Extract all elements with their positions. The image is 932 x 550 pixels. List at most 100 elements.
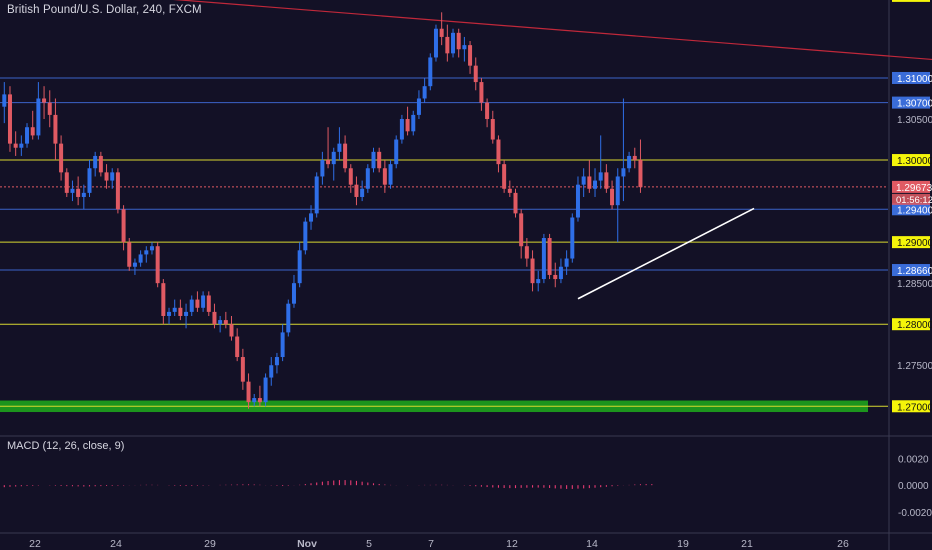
level-badge-label: 1.28000: [897, 320, 932, 331]
candle-body: [530, 258, 535, 284]
candle-body: [98, 155, 103, 173]
level-badge: [892, 318, 930, 331]
candle-body: [320, 160, 325, 177]
candle-body: [2, 94, 7, 107]
level-badge: [892, 400, 930, 413]
level-badge-label: 1.29400: [897, 205, 932, 216]
time-tick-label: 26: [837, 538, 849, 550]
candle-body: [354, 184, 359, 197]
candle-body: [263, 377, 268, 403]
price-tick-label: 1.27500: [897, 361, 932, 372]
time-tick-label: 14: [586, 538, 598, 550]
macd-tick-label: -0.0020: [898, 508, 932, 519]
candle-body: [303, 221, 308, 251]
uptrend-trendline: [577, 207, 755, 300]
level-badge-label: 1.27000: [897, 402, 932, 413]
candle-body: [439, 28, 444, 37]
level-badge: [892, 0, 930, 2]
candle-body: [25, 127, 30, 144]
candle-body: [485, 102, 490, 120]
candle-body: [502, 164, 507, 189]
time-tick-label: 29: [204, 538, 216, 550]
candle-body: [377, 151, 382, 169]
candle-body: [371, 151, 376, 169]
current-price-label: 1.29673: [896, 183, 932, 194]
candle-body: [70, 188, 75, 193]
candle-body: [496, 139, 501, 165]
candle-body: [138, 254, 143, 263]
candle-body: [343, 143, 348, 169]
candle-body: [445, 36, 450, 54]
candle-body: [365, 168, 370, 189]
candle-body: [394, 139, 399, 165]
candle-body: [564, 258, 569, 267]
candle-body: [104, 172, 109, 181]
candle-body: [507, 188, 512, 193]
time-tick-label: Nov: [297, 538, 317, 550]
candle-body: [47, 102, 52, 115]
candle-body: [519, 213, 524, 247]
candle-body: [610, 188, 615, 206]
candle-body: [81, 192, 86, 197]
candle-body: [178, 307, 183, 316]
candle-body: [172, 307, 177, 312]
level-badge-label: 1.28660: [897, 266, 932, 277]
level-badge: [892, 154, 930, 167]
level-badge: [892, 96, 930, 109]
candle-body: [615, 176, 620, 206]
candle-body: [411, 114, 416, 132]
candle-body: [19, 143, 24, 148]
price-tick-label: 1.28500: [897, 279, 932, 290]
candle-body: [490, 119, 495, 140]
candle-body: [110, 172, 115, 181]
candle-body: [627, 155, 632, 169]
level-badge: [892, 71, 930, 84]
candle-body: [388, 164, 393, 185]
candle-body: [155, 246, 160, 284]
candle-body: [189, 299, 194, 312]
candle-body: [76, 188, 81, 197]
time-tick-label: 22: [29, 538, 41, 550]
level-badge-label: 1.29000: [897, 238, 932, 249]
candle-body: [64, 172, 69, 193]
candle-body: [201, 295, 206, 308]
candle-body: [314, 176, 319, 214]
candle-body: [598, 172, 603, 181]
candle-body: [229, 324, 234, 337]
candle-body: [7, 94, 12, 144]
candle-body: [479, 82, 484, 103]
candle-body: [433, 28, 438, 58]
candle-body: [212, 311, 217, 325]
candle-body: [360, 188, 365, 197]
candle-body: [13, 143, 18, 148]
candle-body: [218, 320, 223, 325]
candle-body: [331, 151, 336, 165]
candle-body: [337, 143, 342, 152]
candle-body: [286, 303, 291, 333]
level-badge: [892, 236, 930, 249]
level-badge: [892, 203, 930, 216]
candle-body: [553, 274, 558, 280]
candle-body: [30, 127, 35, 136]
candle-body: [570, 217, 575, 259]
candle-body: [115, 172, 120, 210]
candle-body: [223, 320, 228, 325]
level-badge-label: 1.30000: [897, 156, 932, 167]
level-badge: [892, 264, 930, 277]
candle-body: [206, 295, 211, 312]
time-tick-label: 24: [110, 538, 122, 550]
candle-body: [428, 57, 433, 87]
candle-body: [269, 365, 274, 378]
candle-body: [399, 119, 404, 140]
candle-body: [581, 176, 586, 185]
candle-body: [240, 357, 245, 382]
candle-body: [36, 98, 41, 136]
candle-body: [456, 32, 461, 50]
candle-body: [348, 168, 353, 185]
level-badge-label: 1.32000: [897, 0, 932, 3]
chart-title: British Pound/U.S. Dollar, 240, FXCM: [7, 4, 202, 16]
candle-body: [536, 279, 541, 284]
